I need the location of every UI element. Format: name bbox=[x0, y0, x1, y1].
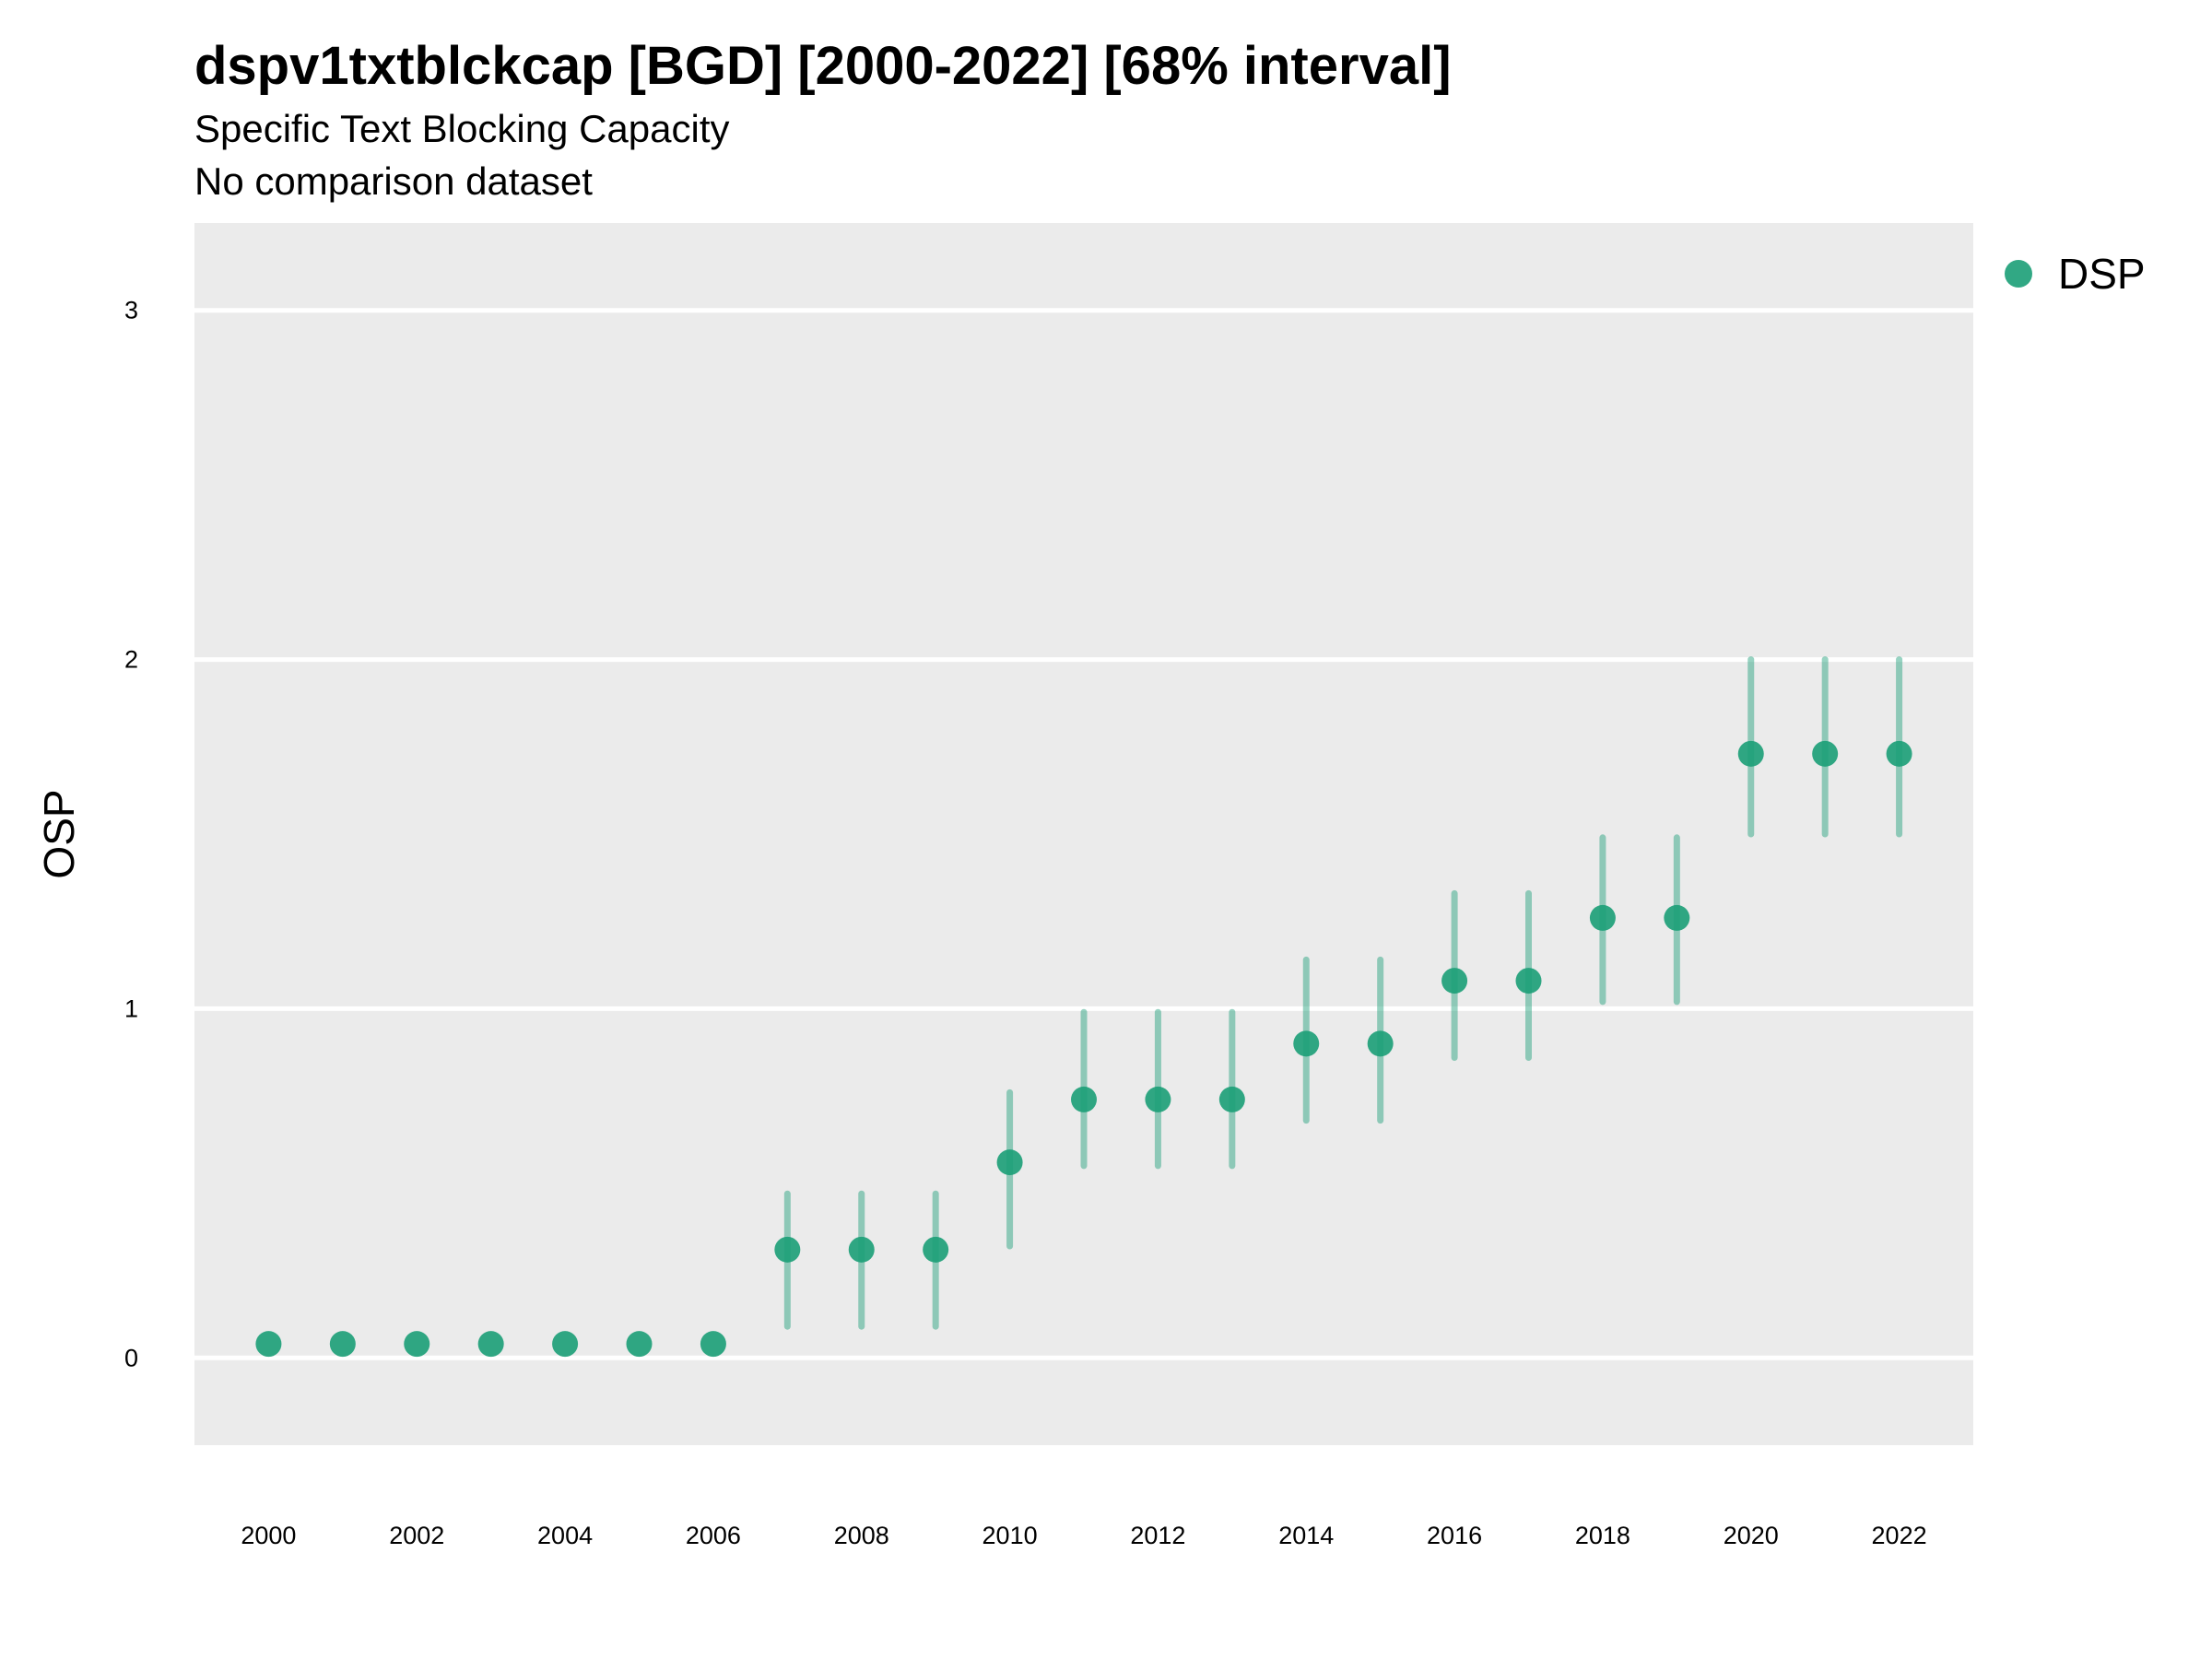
data-points bbox=[255, 740, 1912, 1358]
x-tick-label-2000: 2000 bbox=[241, 1522, 296, 1549]
data-point-2005 bbox=[626, 1331, 653, 1358]
data-point-2007 bbox=[774, 1236, 801, 1263]
x-tick-label-2006: 2006 bbox=[686, 1522, 741, 1549]
x-tick-label-2010: 2010 bbox=[982, 1522, 1038, 1549]
y-tick-label-1: 1 bbox=[124, 994, 138, 1022]
chart-subtitle: Specific Text Blocking Capacity bbox=[194, 107, 730, 150]
x-tick-label-2012: 2012 bbox=[1130, 1522, 1185, 1549]
y-tick-label-2: 2 bbox=[124, 646, 138, 674]
x-tick-label-2008: 2008 bbox=[834, 1522, 889, 1549]
data-point-2001 bbox=[329, 1331, 356, 1358]
y-tick-labels: 0 1 2 3 bbox=[124, 297, 138, 1372]
x-tick-label-2020: 2020 bbox=[1724, 1522, 1779, 1549]
grid-lines bbox=[194, 308, 1973, 1360]
legend-marker-dsp bbox=[2005, 260, 2032, 288]
data-point-2015 bbox=[1367, 1030, 1394, 1057]
chart-note: No comparison dataset bbox=[194, 159, 593, 203]
data-point-2021 bbox=[1812, 740, 1839, 767]
chart-title: dspv1txtblckcap [BGD] [2000-2022] [68% i… bbox=[194, 36, 1452, 96]
legend-label-dsp: DSP bbox=[2058, 250, 2146, 298]
data-point-2009 bbox=[923, 1236, 949, 1263]
data-point-2018 bbox=[1589, 904, 1616, 931]
data-point-2002 bbox=[404, 1331, 430, 1358]
x-tick-label-2018: 2018 bbox=[1575, 1522, 1630, 1549]
data-point-2004 bbox=[552, 1331, 579, 1358]
data-point-2022 bbox=[1886, 740, 1912, 767]
data-point-2012 bbox=[1145, 1086, 1171, 1112]
data-point-2013 bbox=[1218, 1086, 1245, 1112]
data-point-2000 bbox=[255, 1331, 282, 1358]
x-tick-label-2002: 2002 bbox=[389, 1522, 444, 1549]
data-point-2006 bbox=[700, 1331, 726, 1358]
x-tick-label-2014: 2014 bbox=[1278, 1522, 1334, 1549]
x-tick-label-2022: 2022 bbox=[1872, 1522, 1927, 1549]
y-tick-label-0: 0 bbox=[124, 1344, 138, 1371]
data-point-2003 bbox=[477, 1331, 504, 1358]
data-point-2019 bbox=[1664, 904, 1690, 931]
legend: DSP bbox=[2005, 249, 2146, 299]
data-point-2016 bbox=[1441, 968, 1468, 994]
data-point-2017 bbox=[1515, 968, 1542, 994]
x-tick-labels: 2000 2002 2004 2006 2008 2010 2012 2014 2016 2018… bbox=[241, 1522, 1926, 1549]
data-point-2010 bbox=[996, 1149, 1023, 1176]
x-tick-label-2016: 2016 bbox=[1427, 1522, 1482, 1549]
y-axis-label: OSP bbox=[35, 789, 83, 878]
y-tick-label-3: 3 bbox=[124, 297, 138, 324]
data-point-2014 bbox=[1293, 1030, 1320, 1057]
plot-panel bbox=[194, 223, 1973, 1445]
data-point-2020 bbox=[1737, 740, 1764, 767]
data-point-2011 bbox=[1071, 1086, 1097, 1112]
x-tick-label-2004: 2004 bbox=[537, 1522, 593, 1549]
data-point-2008 bbox=[848, 1236, 875, 1263]
